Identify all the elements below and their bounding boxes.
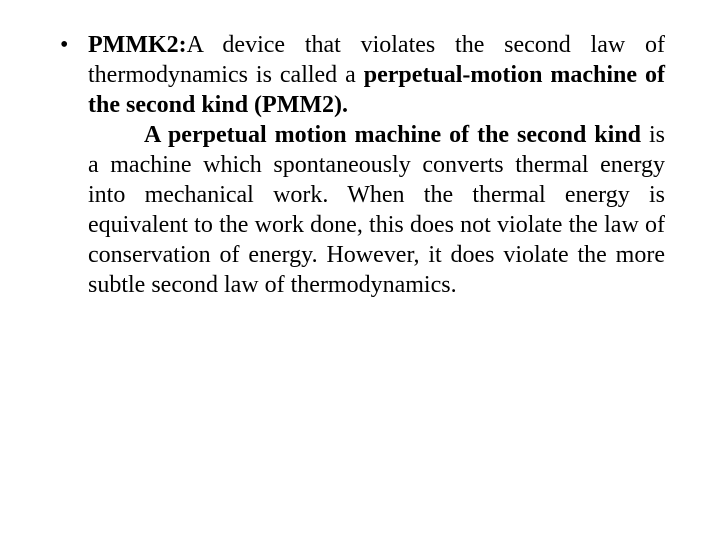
slide: • PMMK2:A device that violates the secon…	[0, 0, 720, 540]
term-heading: PMMK2:	[88, 32, 187, 58]
bullet-item: • PMMK2:A device that violates the secon…	[58, 30, 665, 300]
slide-text: PMMK2:A device that violates the second …	[88, 30, 665, 300]
second-para-bold: A perpetual motion machine of the second…	[144, 122, 641, 148]
second-para-run: is a machine which spontaneously convert…	[88, 122, 665, 298]
bullet-glyph: •	[58, 30, 88, 60]
second-paragraph: A perpetual motion machine of the second…	[88, 120, 665, 300]
